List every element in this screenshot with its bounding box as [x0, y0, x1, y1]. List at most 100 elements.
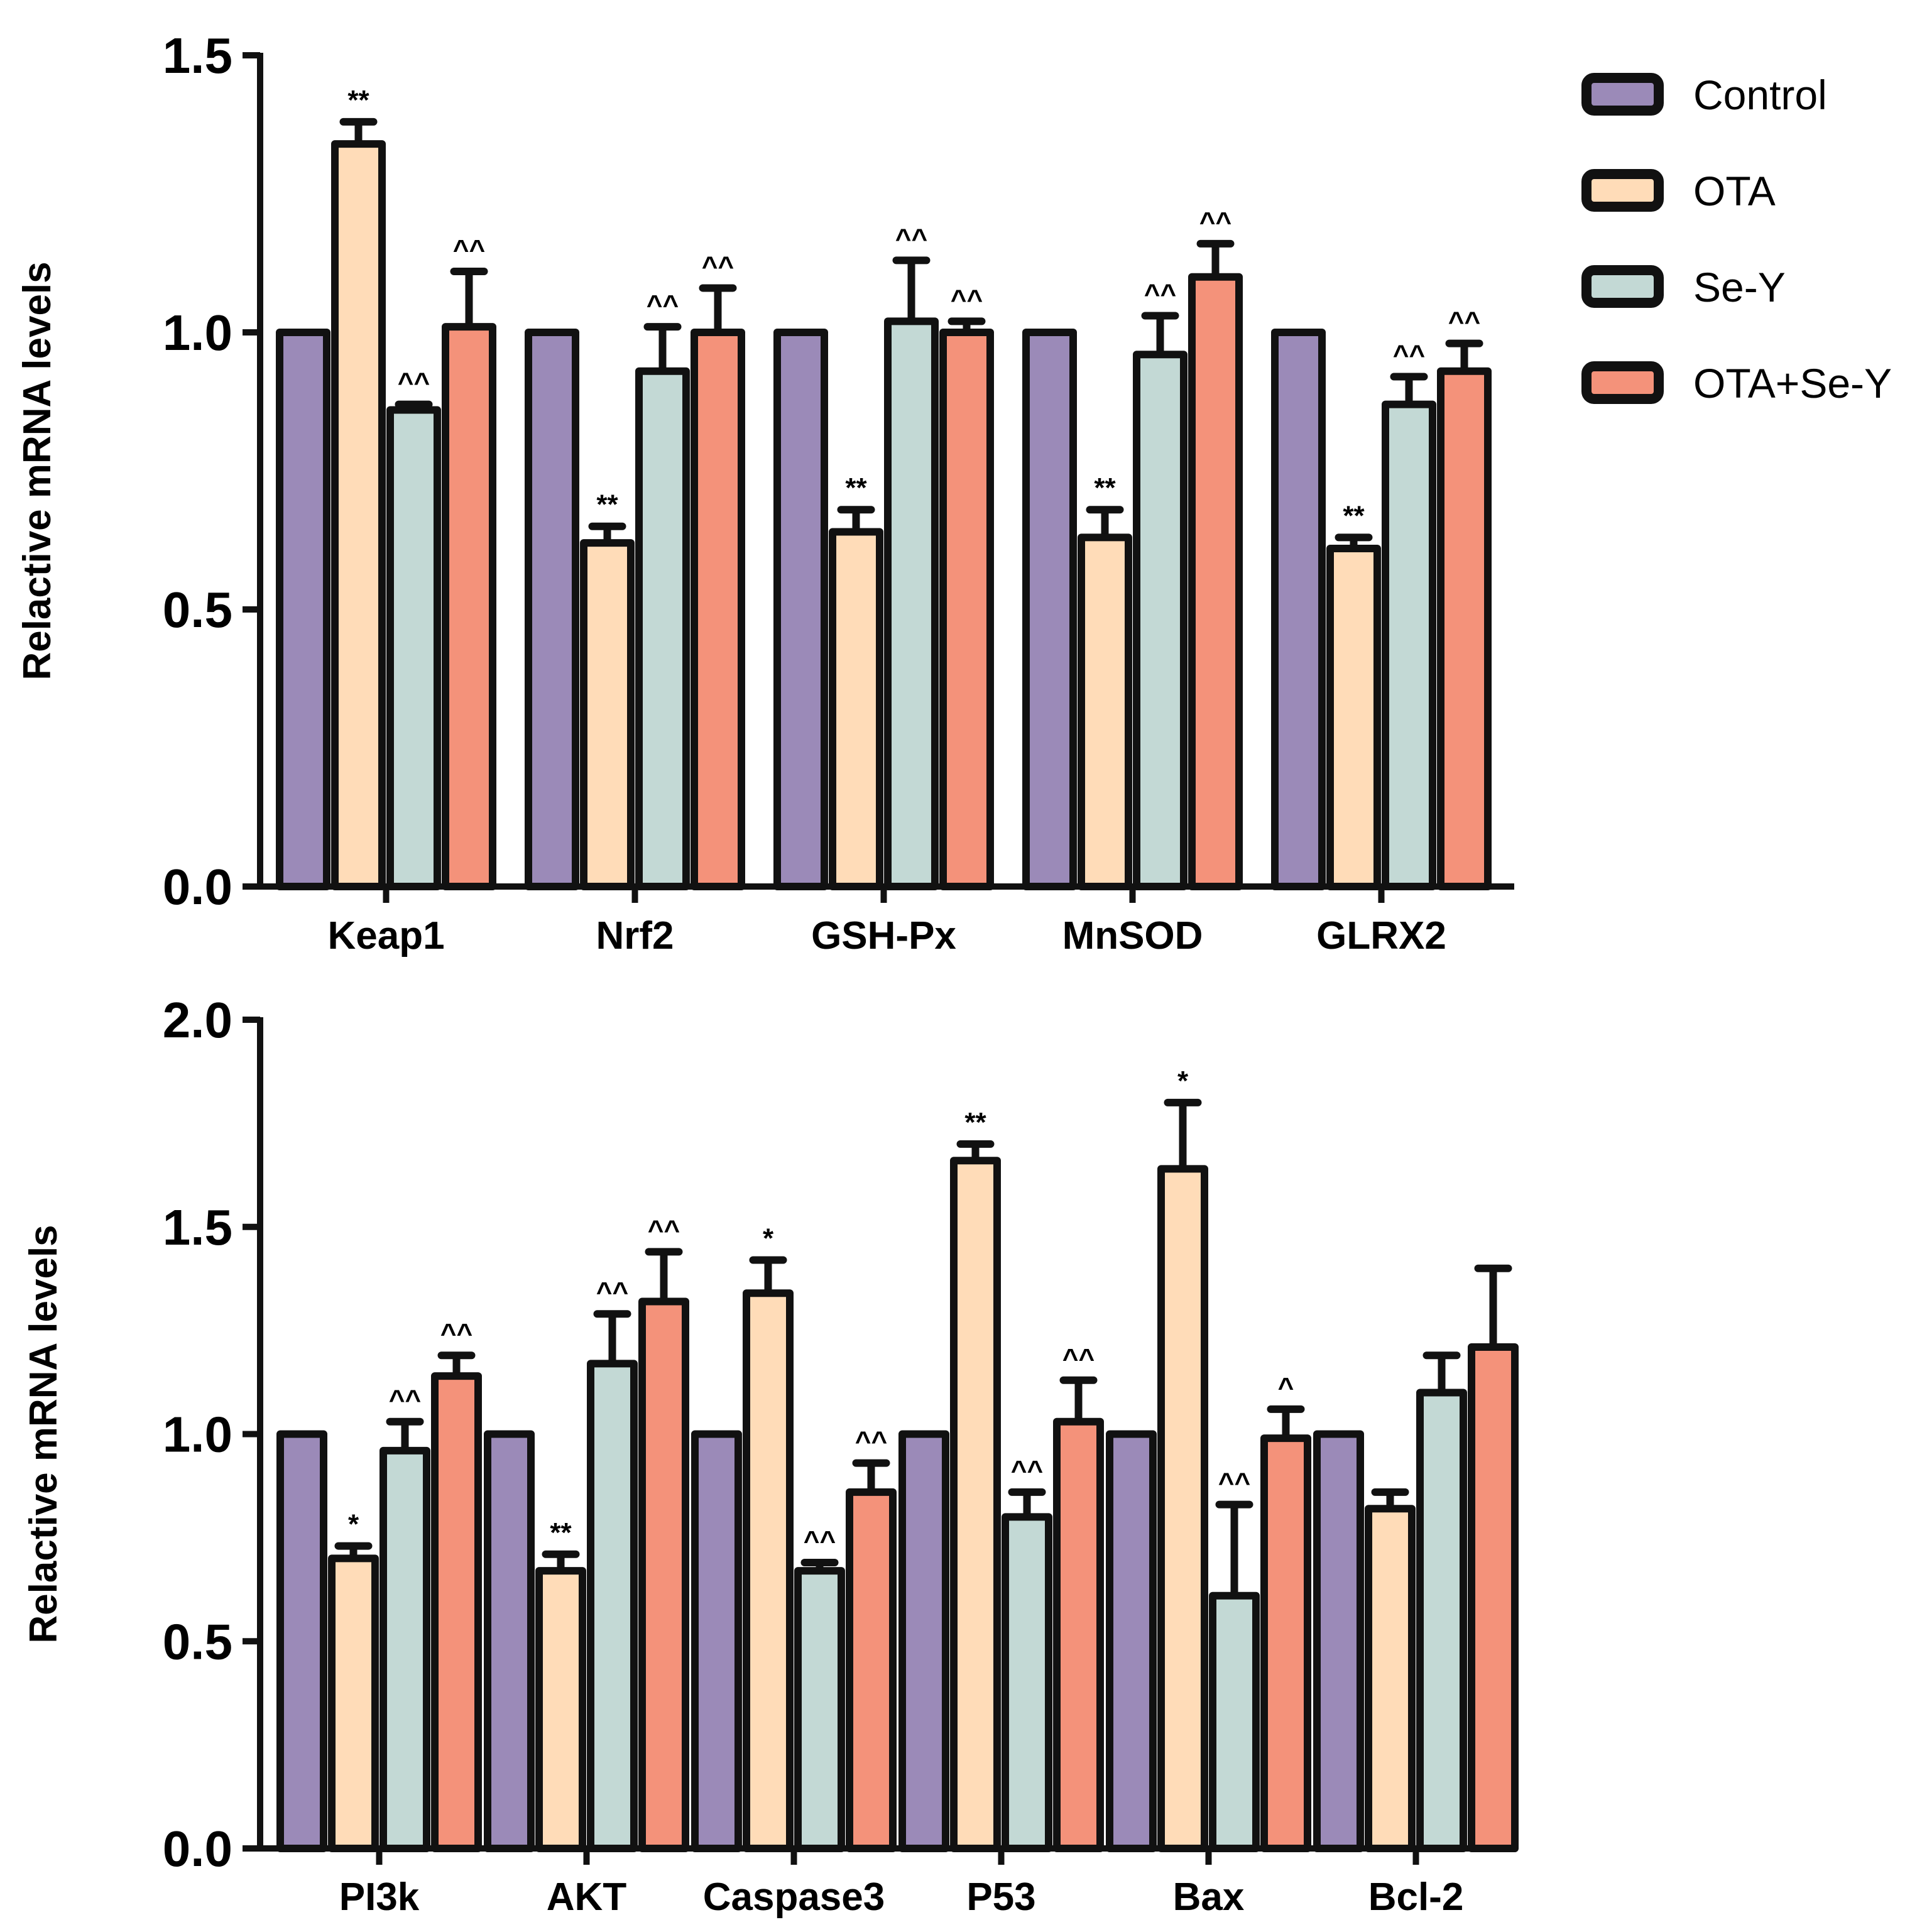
bar-ota-se-y-p53 [1053, 1417, 1104, 1853]
significance-label: ^^ [1144, 279, 1176, 310]
legend-swatch-ota [1581, 169, 1664, 212]
category-label: AKT [547, 1875, 627, 1919]
bar-ota-caspase3 [743, 1289, 794, 1852]
significance-label: * [1177, 1066, 1189, 1096]
legend-label: OTA [1693, 168, 1776, 214]
significance-label: ** [596, 489, 618, 520]
y-tick-label: 2.0 [163, 992, 232, 1048]
category-label: Caspase3 [703, 1875, 885, 1919]
bar-se-y-caspase3 [794, 1567, 845, 1852]
significance-label: ^^ [398, 368, 430, 398]
chart-bottom: Relactive mRNA levels0.00.51.01.52.0*^^^… [22, 992, 1519, 1919]
significance-label: ** [347, 85, 369, 116]
significance-label: ^ [1278, 1372, 1294, 1403]
y-tick-label: 1.0 [163, 1407, 232, 1463]
significance-label: ** [550, 1517, 572, 1548]
bar-ota-p53 [950, 1157, 1001, 1852]
legend-label: Control [1693, 72, 1827, 118]
category-label: Keap1 [327, 914, 444, 958]
y-tick-label: 0.0 [163, 859, 232, 915]
bar-ota-se-y-gsh-px [939, 329, 994, 890]
bar-control-gsh-px [773, 329, 828, 890]
bar-ota-keap1 [331, 140, 386, 890]
y-tick-label: 1.5 [163, 1199, 232, 1255]
y-tick-label: 0.0 [163, 1821, 232, 1877]
bar-se-y-bax [1209, 1591, 1260, 1853]
bar-control-bax [1106, 1430, 1157, 1852]
significance-label: ^^ [440, 1318, 472, 1349]
significance-label: ^^ [389, 1385, 421, 1416]
bar-ota-se-y-akt [638, 1297, 689, 1852]
y-axis-label: Relactive mRNA levels [22, 1225, 65, 1643]
significance-label: ** [1094, 472, 1116, 503]
bar-control-akt [484, 1430, 535, 1852]
category-label: P53 [966, 1875, 1035, 1919]
significance-label: * [763, 1223, 774, 1254]
significance-label: ^^ [702, 251, 734, 281]
bar-control-mnsod [1022, 329, 1077, 890]
significance-label: ^^ [596, 1277, 628, 1307]
bar-se-y-mnsod [1133, 351, 1188, 890]
significance-label: ^^ [1218, 1468, 1250, 1498]
bar-ota-bax [1157, 1165, 1208, 1852]
legend-label: Se-Y [1693, 264, 1786, 310]
category-label: GSH-Px [811, 914, 956, 958]
category-label: Nrf2 [596, 914, 674, 958]
significance-label: ^^ [1393, 340, 1425, 371]
y-tick-label: 0.5 [163, 1613, 232, 1669]
significance-label: ^^ [648, 1214, 680, 1245]
y-tick-label: 0.5 [163, 582, 232, 638]
chart-top: Relactive mRNA levels 0.0 0.5 1.0 1.5 ** ^^ ^^ K… [16, 28, 1514, 958]
bar-se-y-pi3k [379, 1446, 430, 1852]
significance-label: ** [845, 472, 867, 503]
bar-se-y-nrf2 [635, 367, 690, 890]
y-tick-label: 1.0 [163, 305, 232, 361]
bar-se-y-p53 [1002, 1513, 1052, 1852]
bar-ota-se-y-pi3k [431, 1372, 482, 1852]
significance-label: ^^ [951, 284, 983, 315]
bar-ota-se-y-bcl-2 [1468, 1343, 1519, 1852]
bar-se-y-akt [587, 1360, 638, 1852]
bar-ota-se-y-glrx2 [1437, 367, 1492, 890]
category-label: GLRX2 [1316, 914, 1446, 958]
bar-ota-akt [535, 1567, 586, 1852]
bar-control-p53 [898, 1430, 949, 1852]
bar-ota-bcl-2 [1365, 1505, 1416, 1852]
significance-label: ^^ [804, 1525, 836, 1556]
category-label: Bcl-2 [1368, 1875, 1464, 1919]
bar-ota-glrx2 [1326, 544, 1381, 890]
significance-label: ^^ [855, 1426, 887, 1457]
significance-label: * [348, 1509, 359, 1540]
bar-se-y-keap1 [386, 406, 441, 890]
legend-label: OTA+Se-Y [1693, 360, 1892, 407]
significance-label: ^^ [1199, 207, 1231, 237]
category-label: PI3k [339, 1875, 420, 1919]
bar-control-nrf2 [525, 329, 579, 890]
significance-label: ** [964, 1107, 986, 1138]
bar-control-keap1 [276, 329, 330, 890]
y-axis-label: Relactive mRNA levels [16, 261, 59, 680]
bar-ota-mnsod [1078, 533, 1132, 890]
y-tick-label: 1.5 [163, 28, 232, 84]
significance-label: ^^ [1062, 1343, 1095, 1374]
bar-ota-se-y-mnsod [1188, 273, 1243, 890]
bar-se-y-bcl-2 [1416, 1389, 1467, 1853]
bar-ota-se-y-bax [1260, 1434, 1311, 1852]
significance-label: ** [1343, 500, 1365, 531]
bar-ota-pi3k [328, 1554, 379, 1853]
legend-swatch-se-y [1581, 265, 1664, 308]
significance-label: ^^ [895, 223, 927, 254]
bar-se-y-gsh-px [884, 317, 939, 890]
bar-ota-gsh-px [829, 528, 883, 890]
significance-label: ^^ [1448, 307, 1480, 337]
bar-ota-se-y-caspase3 [846, 1488, 897, 1853]
bar-control-caspase3 [691, 1430, 742, 1852]
bar-control-glrx2 [1271, 329, 1326, 890]
legend: Control OTA Se-Y OTA+Se-Y [1581, 72, 1892, 407]
bar-se-y-glrx2 [1382, 400, 1436, 890]
significance-label: ^^ [453, 234, 485, 265]
legend-swatch-ota-se-y [1581, 361, 1664, 404]
category-label: MnSOD [1062, 914, 1203, 958]
bar-ota-se-y-nrf2 [691, 329, 745, 890]
